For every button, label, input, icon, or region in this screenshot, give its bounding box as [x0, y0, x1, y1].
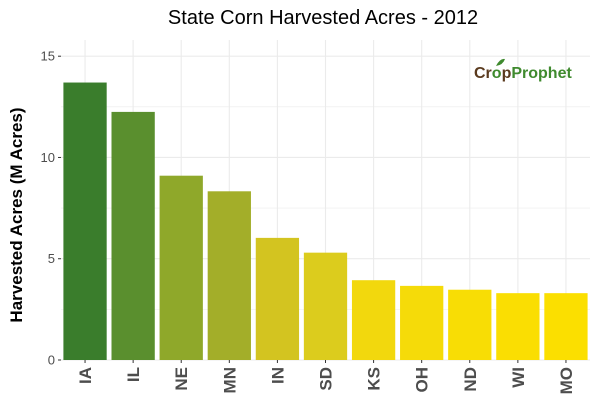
- x-tick-label: MO: [557, 367, 576, 394]
- y-tick-label: 10: [41, 150, 55, 165]
- x-tick-label: WI: [509, 367, 528, 388]
- bar-mn: [207, 191, 251, 360]
- bar-ia: [63, 82, 107, 360]
- bar-sd: [303, 252, 348, 360]
- y-tick-label: 5: [48, 251, 55, 266]
- y-tick-labels: 0 5 10 15: [41, 49, 61, 368]
- bar-in: [255, 237, 300, 360]
- x-tick-labels: IA IL NE MN IN SD KS OH ND WI MO: [76, 360, 576, 394]
- y-axis-label: Harvested Acres (M Acres): [7, 107, 26, 322]
- bar-il: [111, 111, 155, 360]
- x-tick-label: ND: [461, 367, 480, 392]
- x-tick-label: MN: [220, 367, 239, 393]
- logo-text-p: p: [502, 65, 512, 82]
- bars: [63, 82, 588, 360]
- x-tick-label: SD: [317, 367, 336, 391]
- x-tick-label: KS: [365, 367, 384, 391]
- bar-ks: [351, 280, 396, 360]
- x-tick-label: OH: [413, 367, 432, 393]
- bar-nd: [448, 289, 492, 360]
- y-tick-label: 0: [48, 353, 55, 368]
- x-tick-label: IA: [76, 367, 95, 384]
- chart-title: State Corn Harvested Acres - 2012: [168, 7, 478, 29]
- bar-wi: [496, 293, 540, 360]
- bar-ne: [159, 175, 203, 360]
- logo-leaf-icon: [496, 58, 505, 66]
- logo-text-cr: Cr: [474, 65, 492, 82]
- svg-text:CropProphet: CropProphet: [474, 65, 572, 82]
- x-tick-label: IL: [124, 367, 143, 382]
- cropprophet-logo: CropProphet: [474, 58, 572, 82]
- x-tick-label: NE: [172, 367, 191, 391]
- y-tick-label: 15: [41, 49, 55, 64]
- logo-text-o: o: [492, 65, 502, 82]
- bar-oh: [400, 285, 444, 360]
- x-tick-label: IN: [268, 367, 287, 384]
- logo-text-prophet: Prophet: [511, 65, 572, 82]
- bar-mo: [544, 293, 588, 360]
